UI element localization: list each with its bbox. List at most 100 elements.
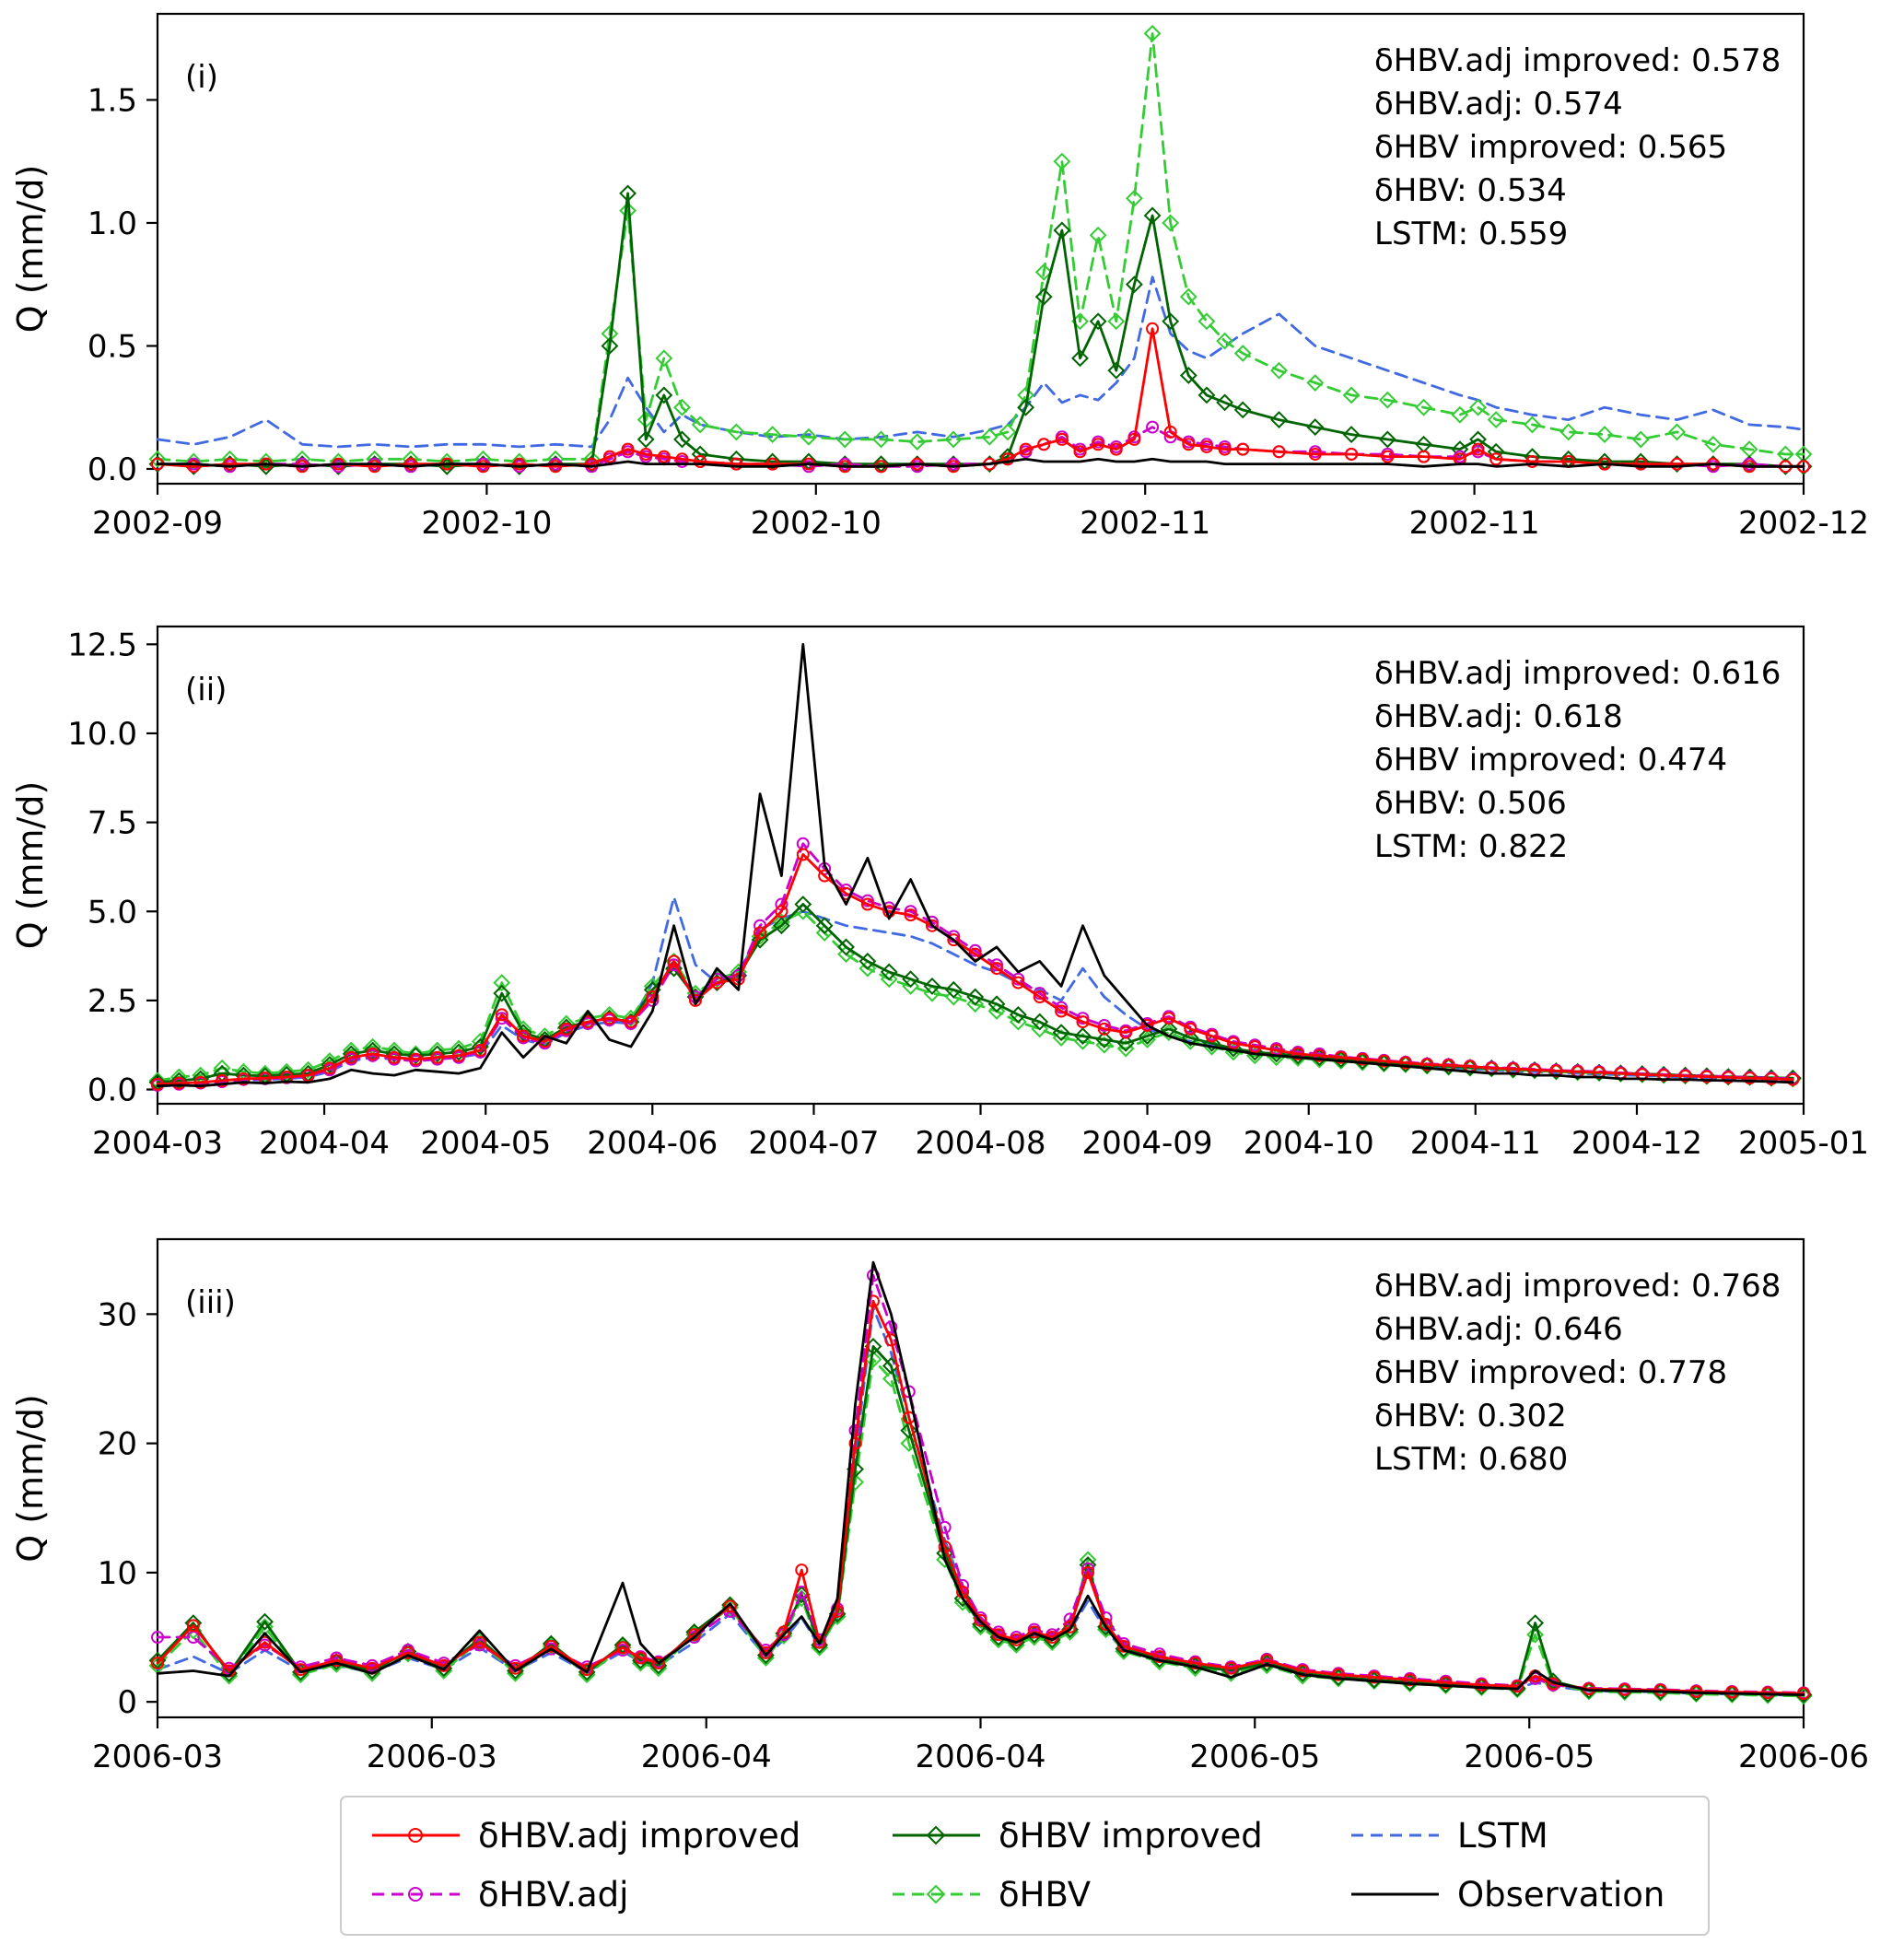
circle-marker-icon	[812, 1635, 826, 1649]
circle-marker-icon	[559, 1022, 573, 1036]
series-hbvimproved	[148, 1338, 1813, 1704]
circle-marker-icon	[753, 926, 767, 940]
circle-marker-icon	[624, 1015, 637, 1029]
panel-i: 0.0 0.5 1.0 1.5 2002-09 2002-10 2002-10 2002-11…	[10, 12, 1869, 542]
circle-marker-icon	[925, 919, 939, 932]
diamond-marker-icon	[751, 931, 769, 949]
circle-marker-icon	[1417, 450, 1431, 463]
diamond-marker-icon	[1074, 1027, 1092, 1045]
series-line	[156, 275, 1805, 449]
diamond-marker-icon	[1378, 391, 1396, 409]
circle-marker-icon	[517, 1029, 531, 1043]
diamond-marker-icon	[1053, 152, 1071, 170]
diamond-marker-icon	[321, 1056, 339, 1073]
circle-marker-icon	[1073, 445, 1087, 459]
circle-marker-icon	[1700, 1070, 1713, 1083]
y-tick-label: 5.0	[88, 894, 137, 931]
diamond-marker-icon	[1197, 312, 1216, 331]
circle-marker-icon	[1162, 1012, 1175, 1025]
legend: δHBV.adj improved δHBV.adj δHBV improved δH…	[340, 1796, 1710, 1936]
legend-entry: δHBV improved	[893, 1816, 1263, 1856]
circle-marker-icon	[151, 1657, 164, 1670]
circle-marker-icon	[473, 1044, 487, 1058]
circle-marker-icon	[651, 1657, 665, 1670]
circle-marker-icon	[765, 457, 779, 471]
x-tick-label: 2006-05	[1189, 1739, 1320, 1775]
circle-marker-icon	[688, 993, 702, 1007]
legend-entry: Observation	[1351, 1875, 1665, 1915]
diamond-marker-icon	[364, 1041, 382, 1060]
circle-marker-icon	[687, 1628, 701, 1642]
diamond-marker-icon	[1162, 214, 1180, 232]
circle-marker-icon	[1403, 1673, 1417, 1687]
circle-marker-icon	[1163, 425, 1177, 439]
circle-marker-icon	[848, 1436, 862, 1450]
circle-marker-icon	[1097, 1022, 1111, 1036]
diamond-marker-icon	[1595, 426, 1614, 444]
diamond-marker-icon	[1139, 1027, 1156, 1045]
diamond-marker-icon	[655, 386, 673, 404]
y-tick-label: 0.0	[88, 1072, 137, 1109]
metric-text: δHBV: 0.302	[1374, 1398, 1567, 1435]
circle-marker-icon	[1226, 1036, 1240, 1050]
diamond-marker-icon	[1559, 423, 1578, 441]
y-tick-label: 0.0	[88, 451, 137, 488]
circle-marker-icon	[646, 990, 660, 1004]
metric-text: δHBV improved: 0.778	[1374, 1354, 1727, 1391]
metric-text: δHBV: 0.534	[1374, 172, 1567, 209]
circle-marker-icon	[1345, 447, 1359, 461]
diamond-marker-icon	[1270, 361, 1288, 380]
circle-marker-icon	[1199, 439, 1213, 453]
diamond-marker-icon	[1306, 374, 1325, 392]
circle-marker-icon	[495, 1008, 508, 1022]
circle-marker-icon	[237, 1072, 251, 1085]
circle-marker-icon	[1260, 1654, 1274, 1668]
circle-marker-icon	[345, 1050, 358, 1064]
circle-marker-icon	[437, 1658, 450, 1672]
series-observation	[156, 457, 1805, 468]
circle-marker-icon	[512, 457, 526, 471]
circle-marker-icon	[1743, 1072, 1757, 1085]
diamond-marker-icon	[673, 430, 691, 449]
diamond-marker-icon	[987, 1002, 1006, 1020]
y-tick-label: 10	[98, 1555, 137, 1592]
circle-marker-icon	[621, 442, 635, 456]
diamond-marker-icon	[299, 1060, 317, 1079]
circle-marker-icon	[723, 1599, 737, 1613]
y-tick-label: 0.5	[88, 328, 137, 365]
diamond-marker-icon	[815, 917, 834, 935]
circle-marker-icon	[1296, 1664, 1310, 1678]
circle-marker-icon	[193, 1075, 207, 1089]
circle-marker-icon	[330, 1654, 344, 1668]
series-line	[156, 457, 1805, 468]
x-tick-label: 2004-11	[1410, 1125, 1541, 1162]
circle-marker-icon	[777, 1625, 790, 1639]
circle-marker-icon	[1236, 442, 1250, 456]
diamond-marker-icon	[601, 337, 619, 355]
circle-marker-icon	[151, 1077, 164, 1091]
circle-marker-icon	[1109, 442, 1123, 456]
diamond-marker-icon	[691, 416, 709, 434]
circle-marker-icon	[1152, 1650, 1166, 1664]
y-axis-label: Q (mm/d)	[10, 1394, 51, 1563]
circle-marker-icon	[796, 848, 810, 861]
y-tick-label: 1.5	[88, 82, 137, 119]
diamond-marker-icon	[880, 970, 898, 989]
circle-marker-icon	[585, 457, 599, 471]
series-line	[156, 903, 1794, 1084]
diamond-marker-icon	[1179, 287, 1197, 306]
metric-text: δHBV.adj: 0.646	[1374, 1311, 1623, 1348]
circle-marker-icon	[1291, 1047, 1305, 1060]
diamond-marker-icon	[1524, 416, 1541, 434]
diamond-marker-icon	[944, 430, 963, 449]
diamond-marker-icon	[800, 427, 818, 446]
x-tick-label: 2006-06	[1738, 1739, 1869, 1775]
metric-text: δHBV.adj: 0.574	[1374, 86, 1623, 123]
diamond-marker-icon	[1017, 398, 1035, 416]
circle-marker-icon	[634, 1651, 648, 1665]
diamond-marker-icon	[864, 1351, 882, 1368]
x-tick-label: 2004-07	[748, 1125, 879, 1162]
diamond-marker-icon	[1034, 287, 1053, 306]
circle-marker-icon	[1356, 1052, 1370, 1066]
circle-marker-icon	[1146, 322, 1160, 335]
